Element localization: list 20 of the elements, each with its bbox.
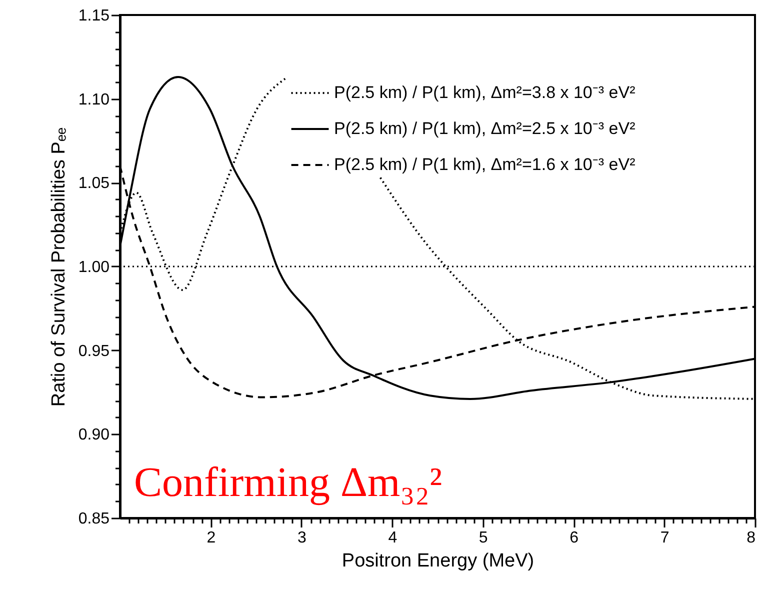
y-tick-label: 1.00 (78, 259, 110, 276)
x-tick-label: 5 (478, 530, 488, 546)
legend-label: P(2.5 km) / P(1 km), Δm²=1.6 x 10⁻³ eV² (334, 155, 636, 174)
y-axis-title: Ratio of Survival Probabilities Pₑₑ (48, 127, 70, 407)
x-tick-label: 6 (570, 530, 579, 546)
legend-label: P(2.5 km) / P(1 km), Δm²=2.5 x 10⁻³ eV² (334, 119, 636, 138)
y-tick-label: 0.95 (78, 342, 110, 360)
annotation: Confirming Δm₃₂² (134, 460, 442, 506)
y-tick-label: 1.05 (78, 175, 110, 192)
y-tick-label: 0.90 (78, 426, 110, 444)
x-tick-label: 2 (206, 530, 216, 546)
legend-label: P(2.5 km) / P(1 km), Δm²=3.8 x 10⁻³ eV² (334, 83, 636, 102)
x-tick-label: 8 (746, 530, 756, 546)
y-tick-label: 0.85 (78, 510, 110, 528)
x-tick-label: 3 (297, 530, 306, 546)
x-tick-label: 7 (660, 530, 670, 546)
y-tick-label: 1.15 (78, 8, 110, 24)
y-tick-label: 1.10 (78, 91, 110, 108)
x-tick-label: 4 (388, 530, 398, 546)
x-axis-title: Positron Energy (MeV) (342, 550, 534, 572)
